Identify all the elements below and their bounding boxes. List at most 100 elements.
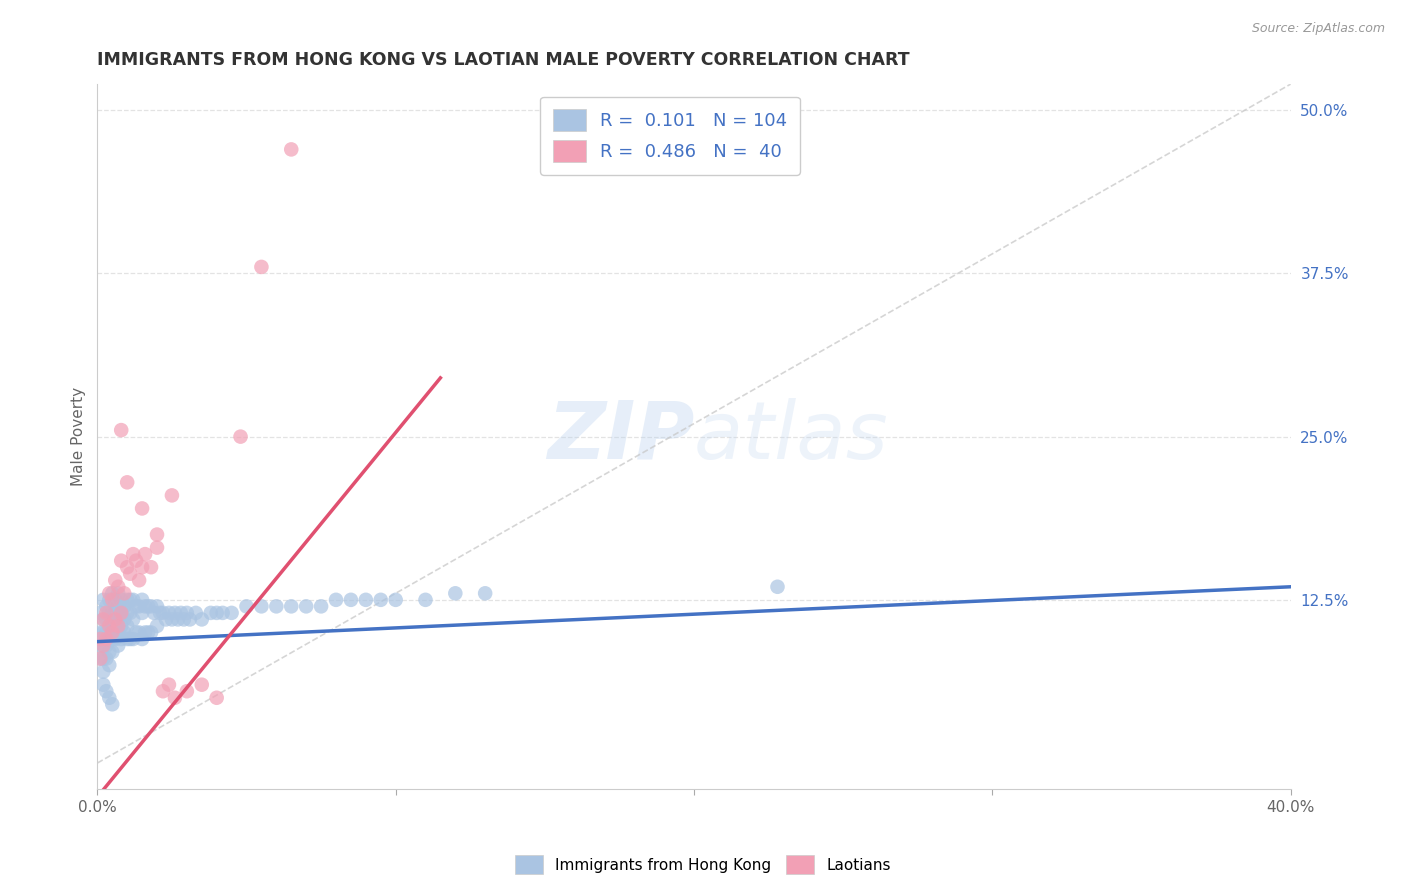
Point bbox=[157, 606, 180, 620]
Point bbox=[152, 606, 174, 620]
Point bbox=[107, 580, 129, 594]
Point bbox=[250, 599, 273, 614]
Point bbox=[170, 606, 193, 620]
Point bbox=[89, 625, 111, 640]
Point bbox=[112, 625, 135, 640]
Point bbox=[115, 619, 138, 633]
Point bbox=[91, 592, 114, 607]
Point bbox=[155, 612, 177, 626]
Point bbox=[120, 606, 142, 620]
Point bbox=[101, 625, 124, 640]
Point bbox=[250, 260, 273, 274]
Point bbox=[89, 651, 111, 665]
Point bbox=[101, 645, 124, 659]
Point bbox=[128, 599, 150, 614]
Point bbox=[122, 612, 145, 626]
Point bbox=[122, 592, 145, 607]
Point bbox=[107, 586, 129, 600]
Point bbox=[115, 592, 138, 607]
Point bbox=[96, 632, 118, 646]
Point bbox=[96, 684, 118, 698]
Point bbox=[91, 612, 114, 626]
Point bbox=[128, 625, 150, 640]
Point bbox=[766, 580, 789, 594]
Point bbox=[104, 592, 127, 607]
Point bbox=[131, 632, 153, 646]
Point bbox=[91, 639, 114, 653]
Point bbox=[115, 632, 138, 646]
Point bbox=[415, 592, 437, 607]
Point bbox=[211, 606, 233, 620]
Point bbox=[96, 606, 118, 620]
Point bbox=[120, 632, 142, 646]
Point bbox=[205, 690, 228, 705]
Point bbox=[176, 684, 198, 698]
Point bbox=[474, 586, 496, 600]
Point bbox=[384, 592, 406, 607]
Point bbox=[107, 599, 129, 614]
Point bbox=[190, 678, 212, 692]
Point bbox=[115, 560, 138, 574]
Point bbox=[96, 612, 118, 626]
Point bbox=[295, 599, 318, 614]
Point bbox=[340, 592, 363, 607]
Point bbox=[91, 639, 114, 653]
Point bbox=[101, 632, 124, 646]
Point bbox=[104, 632, 127, 646]
Point bbox=[98, 658, 121, 673]
Point bbox=[139, 625, 162, 640]
Point bbox=[96, 625, 118, 640]
Point bbox=[190, 612, 212, 626]
Point bbox=[146, 619, 169, 633]
Point bbox=[120, 592, 142, 607]
Point bbox=[110, 619, 132, 633]
Point bbox=[115, 606, 138, 620]
Point bbox=[139, 560, 162, 574]
Point bbox=[91, 612, 114, 626]
Point bbox=[131, 560, 153, 574]
Point bbox=[101, 606, 124, 620]
Point bbox=[101, 698, 124, 712]
Point bbox=[157, 678, 180, 692]
Point bbox=[280, 142, 302, 156]
Point bbox=[325, 592, 347, 607]
Point bbox=[122, 632, 145, 646]
Point bbox=[370, 592, 392, 607]
Point bbox=[110, 606, 132, 620]
Point bbox=[176, 606, 198, 620]
Point bbox=[173, 612, 195, 626]
Point bbox=[139, 599, 162, 614]
Legend: Immigrants from Hong Kong, Laotians: Immigrants from Hong Kong, Laotians bbox=[509, 849, 897, 880]
Point bbox=[444, 586, 467, 600]
Point bbox=[101, 619, 124, 633]
Point bbox=[125, 599, 148, 614]
Point bbox=[160, 488, 183, 502]
Point bbox=[89, 606, 111, 620]
Point bbox=[107, 625, 129, 640]
Point bbox=[98, 619, 121, 633]
Point bbox=[184, 606, 207, 620]
Point bbox=[152, 684, 174, 698]
Point bbox=[110, 423, 132, 437]
Point bbox=[104, 619, 127, 633]
Point bbox=[354, 592, 377, 607]
Point bbox=[107, 612, 129, 626]
Point bbox=[110, 592, 132, 607]
Point bbox=[107, 619, 129, 633]
Point bbox=[146, 599, 169, 614]
Point bbox=[160, 612, 183, 626]
Point bbox=[200, 606, 222, 620]
Text: IMMIGRANTS FROM HONG KONG VS LAOTIAN MALE POVERTY CORRELATION CHART: IMMIGRANTS FROM HONG KONG VS LAOTIAN MAL… bbox=[97, 51, 910, 69]
Point bbox=[101, 586, 124, 600]
Point bbox=[146, 541, 169, 555]
Point bbox=[128, 574, 150, 588]
Point bbox=[104, 612, 127, 626]
Point bbox=[96, 639, 118, 653]
Point bbox=[280, 599, 302, 614]
Point bbox=[179, 612, 201, 626]
Text: ZIP: ZIP bbox=[547, 398, 695, 475]
Point bbox=[112, 612, 135, 626]
Point bbox=[136, 599, 159, 614]
Point bbox=[221, 606, 243, 620]
Point bbox=[136, 625, 159, 640]
